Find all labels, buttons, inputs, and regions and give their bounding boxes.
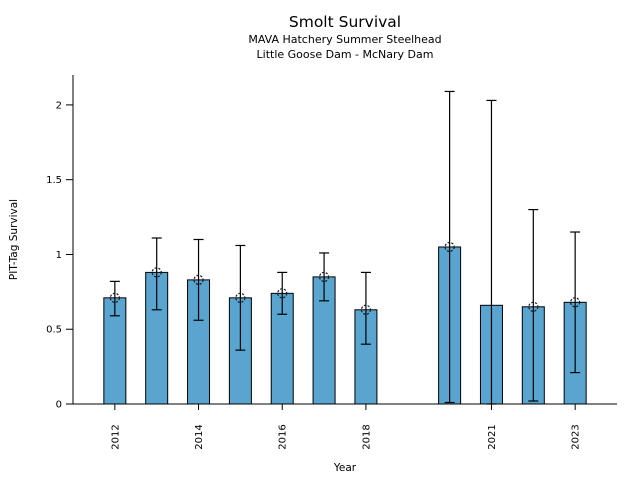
marker-2023 <box>570 297 581 308</box>
marker-2013 <box>151 267 162 278</box>
x-tick-label-2016: 2016 <box>278 424 289 449</box>
chart-subtitle-line2: Little Goose Dam - McNary Dam <box>257 48 434 61</box>
marker-2022 <box>528 301 539 312</box>
chart-subtitle-line1: MAVA Hatchery Summer Steelhead <box>248 33 441 46</box>
marker-2017 <box>318 271 330 282</box>
marker-2016 <box>277 288 288 299</box>
y-tick-label-0.5: 0.5 <box>46 325 62 336</box>
x-tick-label-2023: 2023 <box>571 424 582 449</box>
marker-2018 <box>360 304 372 315</box>
y-axis-label: PIT-Tag Survival <box>8 199 20 280</box>
marker-2020 <box>444 241 455 253</box>
x-tick-label-2014: 2014 <box>194 424 205 449</box>
y-tick-label-1: 1 <box>56 250 62 261</box>
y-tick-label-0: 0 <box>56 400 62 411</box>
marker-2014 <box>193 274 204 285</box>
y-tick-label-2: 2 <box>56 100 62 111</box>
chart-title: Smolt Survival <box>289 13 401 31</box>
y-tick-label-1.5: 1.5 <box>46 175 62 186</box>
plot-area: 0 0.5 1 1.5 2 2012 2014 2016 2018 2021 2023 <box>46 75 617 450</box>
marker-2012 <box>109 292 120 303</box>
x-tick-label-2012: 2012 <box>110 424 121 449</box>
x-axis-label: Year <box>333 462 357 474</box>
marker-2015 <box>235 292 246 303</box>
x-tick-label-2021: 2021 <box>487 424 498 449</box>
x-tick-label-2018: 2018 <box>361 424 372 449</box>
